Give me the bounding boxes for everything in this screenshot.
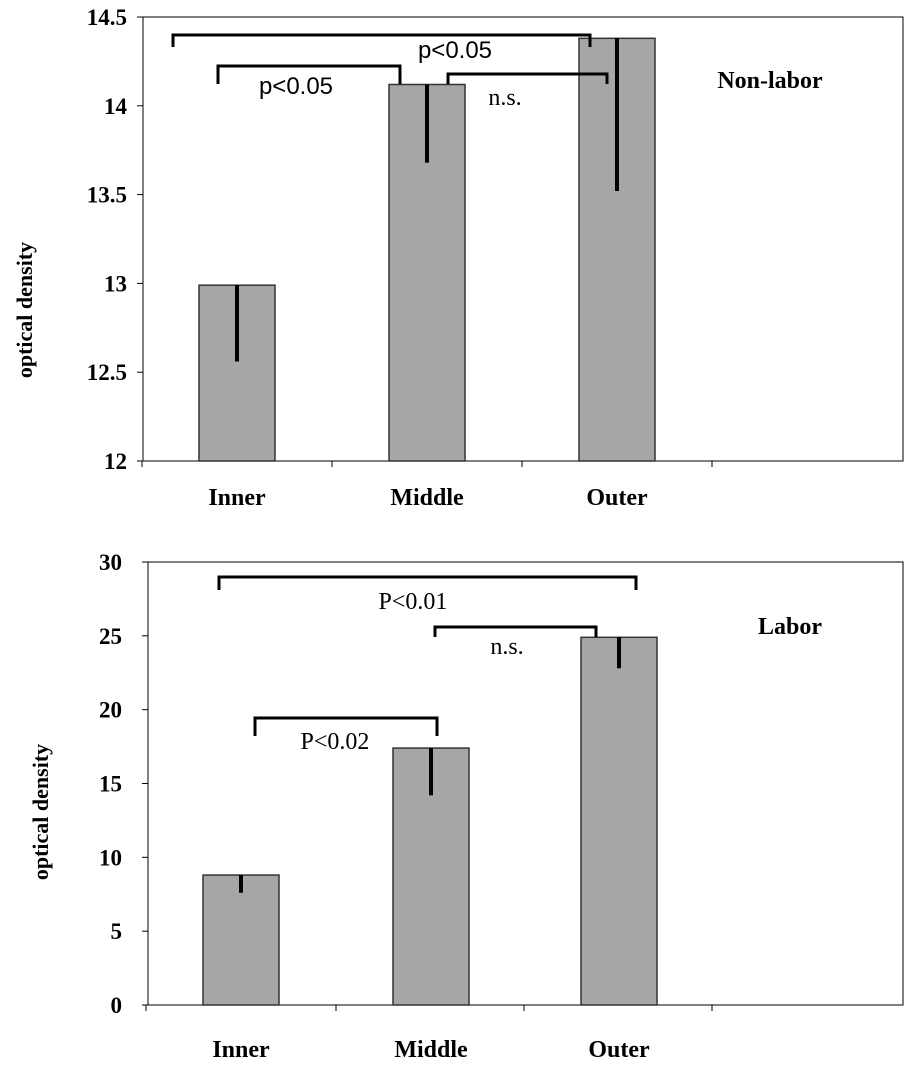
category-label-middle: Middle bbox=[390, 485, 464, 511]
bars bbox=[198, 37, 656, 462]
significance-label: n.s. bbox=[488, 85, 521, 111]
y-tick-label: 20 bbox=[99, 698, 122, 723]
category-labels: Inner Middle Outer bbox=[208, 485, 648, 511]
category-label-outer: Outer bbox=[588, 1037, 650, 1063]
bar-inner bbox=[202, 874, 280, 1006]
y-ticks: 0 5 10 15 20 25 30 bbox=[99, 550, 713, 1018]
category-label-inner: Inner bbox=[208, 485, 266, 511]
significance-label: P<0.02 bbox=[301, 729, 370, 755]
y-tick-label: 14 bbox=[104, 94, 128, 119]
y-tick-label: 14.5 bbox=[87, 5, 127, 30]
significance-brackets: P<0.02 n.s. P<0.01 bbox=[217, 575, 638, 755]
chart-panel-nonlabor: optical density Non-labor 12 12.5 13 13.5 14… bbox=[12, 5, 904, 511]
y-tick-label: 10 bbox=[99, 845, 122, 870]
significance-label: n.s. bbox=[490, 634, 523, 660]
y-axis-label: optical density bbox=[28, 744, 53, 880]
significance-label: P<0.01 bbox=[379, 589, 448, 615]
category-label-outer: Outer bbox=[586, 485, 648, 511]
significance-bracket bbox=[216, 64, 402, 84]
y-ticks: 12 12.5 13 13.5 14 14.5 bbox=[87, 5, 713, 474]
bar-outer bbox=[580, 636, 658, 1006]
chart-panel-labor: optical density Labor 0 5 10 15 20 25 30 P<0.0… bbox=[28, 550, 904, 1063]
y-tick-label: 25 bbox=[99, 624, 122, 649]
panel-label: Labor bbox=[758, 614, 822, 640]
significance-bracket bbox=[217, 575, 638, 590]
significance-bracket bbox=[171, 33, 592, 47]
category-labels: Inner Middle Outer bbox=[212, 1037, 650, 1063]
significance-bracket bbox=[253, 716, 439, 736]
y-tick-label: 12.5 bbox=[87, 360, 127, 385]
significance-brackets: p<0.05 n.s. p<0.05 bbox=[171, 33, 609, 111]
y-tick-label: 13 bbox=[104, 271, 127, 296]
bars bbox=[202, 636, 658, 1006]
category-label-inner: Inner bbox=[212, 1037, 270, 1063]
y-tick-label: 5 bbox=[111, 919, 123, 944]
y-tick-label: 30 bbox=[99, 550, 122, 575]
y-tick-label: 0 bbox=[111, 993, 123, 1018]
y-tick-label: 12 bbox=[104, 449, 127, 474]
category-label-middle: Middle bbox=[394, 1037, 468, 1063]
y-tick-label: 15 bbox=[99, 772, 122, 797]
significance-label: p<0.05 bbox=[418, 37, 492, 64]
y-axis-label: optical density bbox=[12, 242, 37, 378]
plot-frame bbox=[142, 16, 904, 462]
panel-label: Non-labor bbox=[717, 68, 823, 94]
significance-bracket bbox=[446, 72, 609, 84]
y-tick-label: 13.5 bbox=[87, 183, 127, 208]
significance-bracket bbox=[433, 625, 598, 637]
significance-label: p<0.05 bbox=[259, 73, 333, 100]
